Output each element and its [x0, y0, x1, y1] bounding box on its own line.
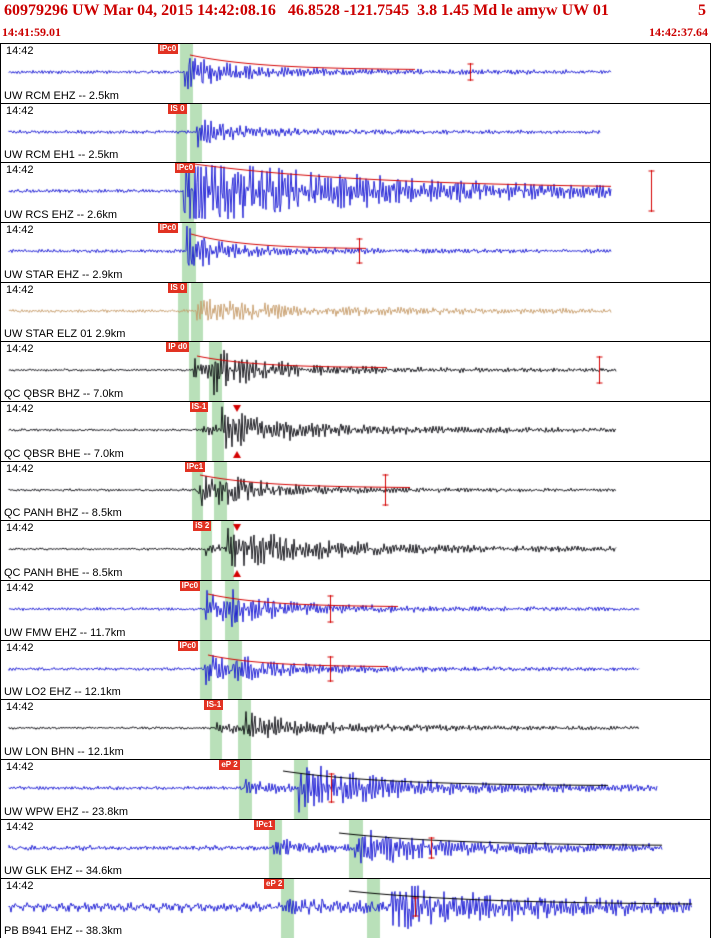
trace-panel: 14:42 QC PANH BHE -- 8.5km iS 2	[0, 521, 711, 582]
waveform-canvas[interactable]	[1, 581, 710, 640]
station-channel-label: UW GLK EHZ -- 34.6km	[4, 865, 122, 878]
phase-pick-flag[interactable]: eP 2	[264, 879, 285, 890]
time-window-bar: 14:41:59.01 14:42:37.64	[0, 25, 711, 43]
trace-panel: 14:42 UW LON BHN -- 12.1km IS-1	[0, 700, 711, 761]
trace-start-time: 14:42	[6, 641, 34, 654]
trace-start-time: 14:42	[6, 104, 34, 117]
trace-panel: 14:42 QC QBSR BHZ -- 7.0km IP d0	[0, 342, 711, 403]
trace-start-time: 14:42	[6, 880, 34, 893]
trace-start-time: 14:42	[6, 45, 34, 57]
trace-start-time: 14:42	[6, 820, 34, 833]
event-header: 60979296 UW Mar 04, 2015 14:42:08.16 46.…	[0, 0, 711, 25]
trace-start-time: 14:42	[6, 462, 34, 475]
trace-start-time: 14:42	[6, 403, 34, 416]
waveform-canvas[interactable]	[1, 819, 710, 879]
trace-panel: 14:42 PB B941 EHZ -- 38.3km eP 2	[0, 879, 711, 938]
trace-start-time: 14:42	[6, 582, 34, 595]
trace-panel: 14:42 UW GLK EHZ -- 34.6km IPc1	[0, 819, 711, 880]
phase-pick-flag[interactable]: IPc1	[184, 461, 206, 472]
trace-start-time: 14:42	[6, 522, 34, 535]
waveform-canvas[interactable]	[1, 223, 710, 282]
station-channel-label: UW STAR EHZ -- 2.9km	[4, 268, 123, 281]
trace-panel: 14:42 QC PANH BHZ -- 8.5km IPc1	[0, 461, 711, 522]
waveform-canvas[interactable]	[1, 461, 710, 521]
waveform-canvas[interactable]	[1, 103, 710, 163]
phase-pick-flag[interactable]: iS 2	[193, 521, 212, 532]
phase-pick-flag[interactable]: IS-1	[189, 402, 209, 413]
trace-start-time: 14:42	[6, 224, 34, 237]
waveform-canvas[interactable]	[1, 700, 710, 760]
trace-panel-list: 14:42 UW RCM EHZ -- 2.5km IPc0 14:42 UW RCM …	[0, 43, 711, 938]
waveform-canvas[interactable]	[1, 760, 710, 819]
window-end-time: 14:42:37.64	[649, 25, 708, 39]
trace-panel: 14:42 UW STAR ELZ 01 2.9km IS 0	[0, 282, 711, 343]
station-channel-label: UW RCS EHZ -- 2.6km	[4, 209, 118, 222]
station-channel-label: UW WPW EHZ -- 23.8km	[4, 805, 129, 818]
station-channel-label: PB B941 EHZ -- 38.3km	[4, 925, 122, 938]
page-number: 5	[698, 2, 706, 19]
station-channel-label: UW STAR ELZ 01 2.9km	[4, 328, 126, 341]
trace-start-time: 14:42	[6, 283, 34, 296]
station-channel-label: QC PANH BHZ -- 8.5km	[4, 507, 122, 520]
phase-pick-flag[interactable]: IP d0	[166, 342, 190, 353]
station-channel-label: QC QBSR BHZ -- 7.0km	[4, 388, 124, 401]
trace-panel: 14:42 QC QBSR BHE -- 7.0km IS-1	[0, 402, 711, 462]
trace-panel: 14:42 UW RCM EH1 -- 2.5km IS 0	[0, 103, 711, 164]
trace-panel: 14:42 UW RCS EHZ -- 2.6km IPc0	[0, 163, 711, 224]
waveform-canvas[interactable]	[1, 342, 710, 402]
waveform-canvas[interactable]	[1, 640, 710, 700]
trace-panel: 14:42 UW RCM EHZ -- 2.5km IPc0	[0, 44, 711, 104]
station-channel-label: UW LO2 EHZ -- 12.1km	[4, 686, 121, 699]
phase-pick-flag[interactable]: eP 2	[219, 760, 240, 771]
phase-pick-flag[interactable]: IPc0	[177, 640, 198, 651]
phase-pick-flag[interactable]: IPc0	[157, 223, 179, 234]
trace-start-time: 14:42	[6, 343, 34, 356]
phase-pick-flag[interactable]: IS 0	[168, 282, 187, 293]
waveform-canvas[interactable]	[1, 521, 710, 581]
phase-pick-flag[interactable]: IS 0	[168, 103, 187, 114]
waveform-canvas[interactable]	[1, 402, 710, 461]
station-channel-label: UW LON BHN -- 12.1km	[4, 746, 124, 759]
window-start-time: 14:41:59.01	[2, 25, 61, 39]
phase-pick-flag[interactable]: IPc0	[157, 44, 179, 54]
station-channel-label: QC QBSR BHE -- 7.0km	[4, 447, 124, 460]
trace-panel: 14:42 UW LO2 EHZ -- 12.1km IPc0	[0, 640, 711, 701]
trace-start-time: 14:42	[6, 164, 34, 177]
waveform-canvas[interactable]	[1, 44, 710, 103]
event-summary: 60979296 UW Mar 04, 2015 14:42:08.16 46.…	[4, 2, 609, 19]
trace-panel: 14:42 UW WPW EHZ -- 23.8km eP 2	[0, 760, 711, 820]
station-channel-label: QC PANH BHE -- 8.5km	[4, 567, 123, 580]
trace-start-time: 14:42	[6, 701, 34, 714]
phase-pick-flag[interactable]: IS-1	[204, 700, 224, 711]
waveform-canvas[interactable]	[1, 163, 710, 223]
phase-pick-flag[interactable]: IPc0	[179, 581, 201, 592]
trace-start-time: 14:42	[6, 761, 34, 774]
waveform-canvas[interactable]	[1, 879, 710, 938]
phase-pick-flag[interactable]: IPc1	[254, 819, 275, 830]
waveform-canvas[interactable]	[1, 282, 710, 342]
phase-pick-flag[interactable]: IPc0	[174, 163, 196, 174]
station-channel-label: UW RCM EHZ -- 2.5km	[4, 89, 119, 102]
trace-panel: 14:42 UW STAR EHZ -- 2.9km IPc0	[0, 223, 711, 283]
station-channel-label: UW RCM EH1 -- 2.5km	[4, 149, 119, 162]
station-channel-label: UW FMW EHZ -- 11.7km	[4, 626, 126, 639]
trace-panel: 14:42 UW FMW EHZ -- 11.7km IPc0	[0, 581, 711, 641]
